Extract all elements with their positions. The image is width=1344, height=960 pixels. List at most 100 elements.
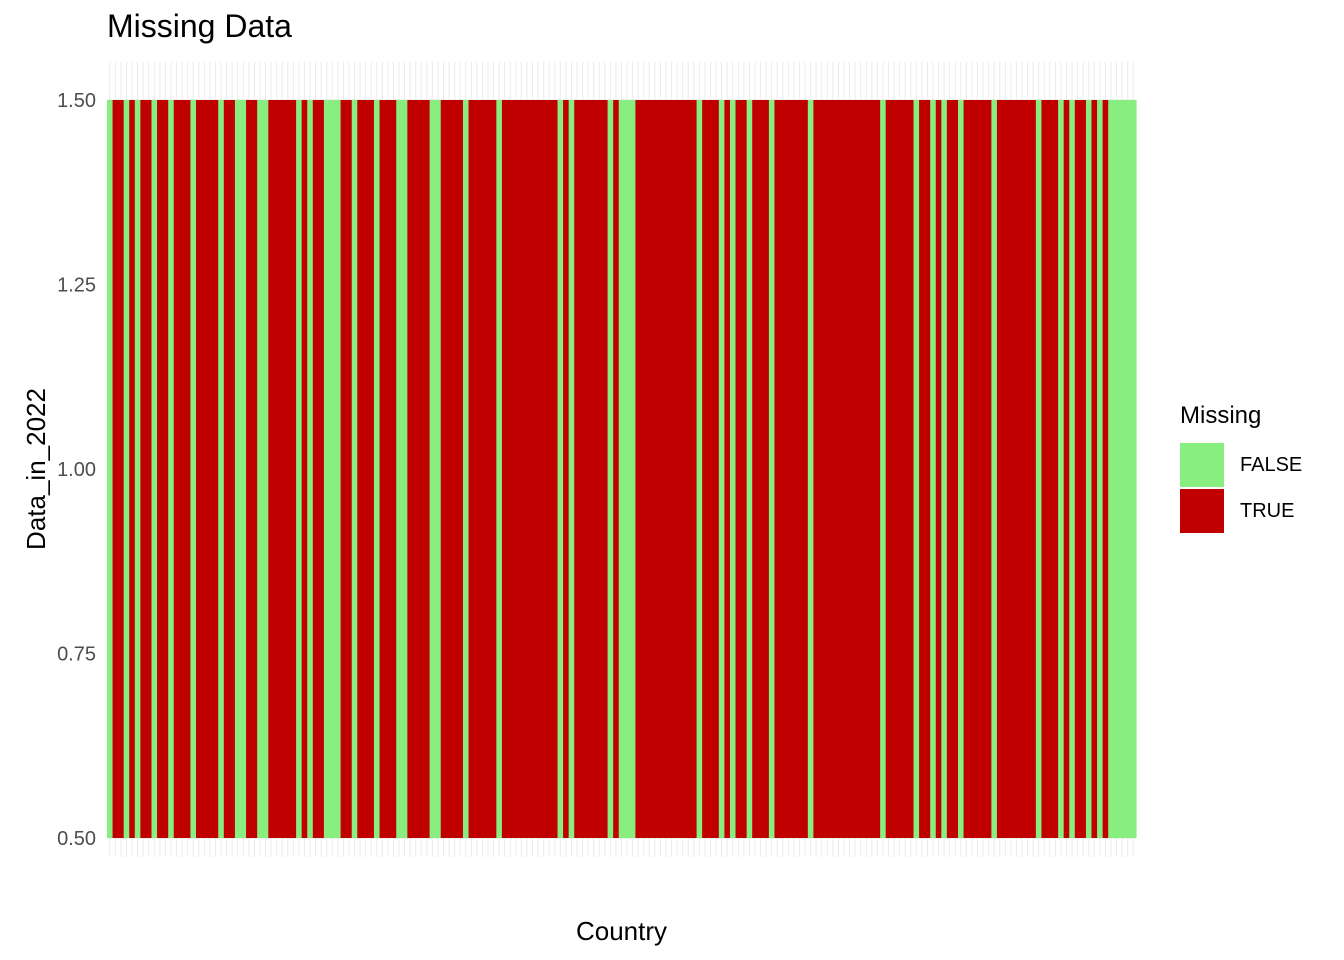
bar — [246, 100, 253, 838]
bar — [841, 100, 848, 838]
bar — [963, 100, 970, 838]
bar — [958, 100, 965, 838]
bar — [301, 100, 308, 838]
bar — [1102, 100, 1109, 838]
bar — [513, 100, 520, 838]
bar — [763, 100, 770, 838]
bar — [218, 100, 225, 838]
bar — [1097, 100, 1104, 838]
bar — [652, 100, 659, 838]
bar — [290, 100, 297, 838]
bar — [924, 100, 931, 838]
bar — [201, 100, 208, 838]
bar — [390, 100, 397, 838]
bar — [585, 100, 592, 838]
bar — [941, 100, 948, 838]
bar — [969, 100, 976, 838]
legend-label-false: FALSE — [1240, 453, 1303, 476]
bar — [624, 100, 631, 838]
bar — [891, 100, 898, 838]
bar — [435, 100, 442, 838]
bar — [579, 100, 586, 838]
y-tick-label: 0.75 — [57, 644, 96, 666]
bar — [262, 100, 269, 838]
bar — [919, 100, 926, 838]
bar — [685, 100, 692, 838]
bar — [813, 100, 820, 838]
bar — [752, 100, 759, 838]
bar — [312, 100, 319, 838]
bar — [802, 100, 809, 838]
bar — [880, 100, 887, 838]
bar — [1113, 100, 1120, 838]
bar — [974, 100, 981, 838]
bar — [785, 100, 792, 838]
bar — [991, 100, 998, 838]
bar — [268, 100, 275, 838]
legend-item-false: FALSE — [1180, 442, 1302, 488]
bar — [379, 100, 386, 838]
bar — [869, 100, 876, 838]
bar — [780, 100, 787, 838]
bar — [774, 100, 781, 838]
bar — [546, 100, 553, 838]
bar — [407, 100, 414, 838]
bar — [1035, 100, 1043, 838]
bar — [251, 100, 258, 838]
bar — [524, 100, 531, 838]
bar — [557, 100, 564, 838]
bar — [212, 100, 219, 838]
bar — [462, 100, 470, 838]
bar — [679, 100, 687, 838]
bar — [1080, 100, 1087, 838]
bar — [1024, 100, 1031, 838]
bar — [852, 100, 859, 838]
bar — [151, 100, 158, 838]
bar — [351, 100, 358, 838]
bar — [357, 100, 364, 838]
bar — [1002, 100, 1009, 838]
bar — [234, 100, 242, 838]
legend-item-true: TRUE — [1180, 488, 1302, 534]
bar — [1091, 100, 1098, 838]
bar — [946, 100, 954, 838]
bar — [1013, 100, 1020, 838]
bar — [323, 100, 331, 838]
bar — [429, 100, 436, 838]
legend-label-true: TRUE — [1240, 499, 1295, 522]
bar — [195, 100, 203, 838]
bar — [257, 100, 264, 838]
bar — [980, 100, 987, 838]
bar — [1063, 100, 1070, 838]
bar — [535, 100, 542, 838]
bar — [529, 100, 536, 838]
bar — [718, 100, 725, 838]
bar — [129, 100, 136, 838]
bar — [863, 100, 870, 838]
bar — [657, 100, 664, 838]
bar — [1085, 100, 1093, 838]
bar — [907, 100, 915, 838]
bar — [640, 100, 648, 838]
bar — [757, 100, 764, 838]
bar — [362, 100, 370, 838]
bar — [935, 100, 942, 838]
bar — [229, 100, 236, 838]
bar — [996, 100, 1004, 838]
bar — [401, 100, 408, 838]
bar — [707, 100, 714, 838]
bar — [490, 100, 497, 838]
bar — [1019, 100, 1026, 838]
bar — [451, 100, 459, 838]
bar — [702, 100, 709, 838]
bar — [396, 100, 403, 838]
bar — [724, 100, 731, 838]
bar — [240, 100, 247, 838]
bar — [540, 100, 548, 838]
bar — [284, 100, 292, 838]
bar — [112, 100, 119, 838]
chart-title: Missing Data — [107, 8, 292, 44]
bar — [1030, 100, 1037, 838]
bar — [696, 100, 703, 838]
bar — [446, 100, 453, 838]
